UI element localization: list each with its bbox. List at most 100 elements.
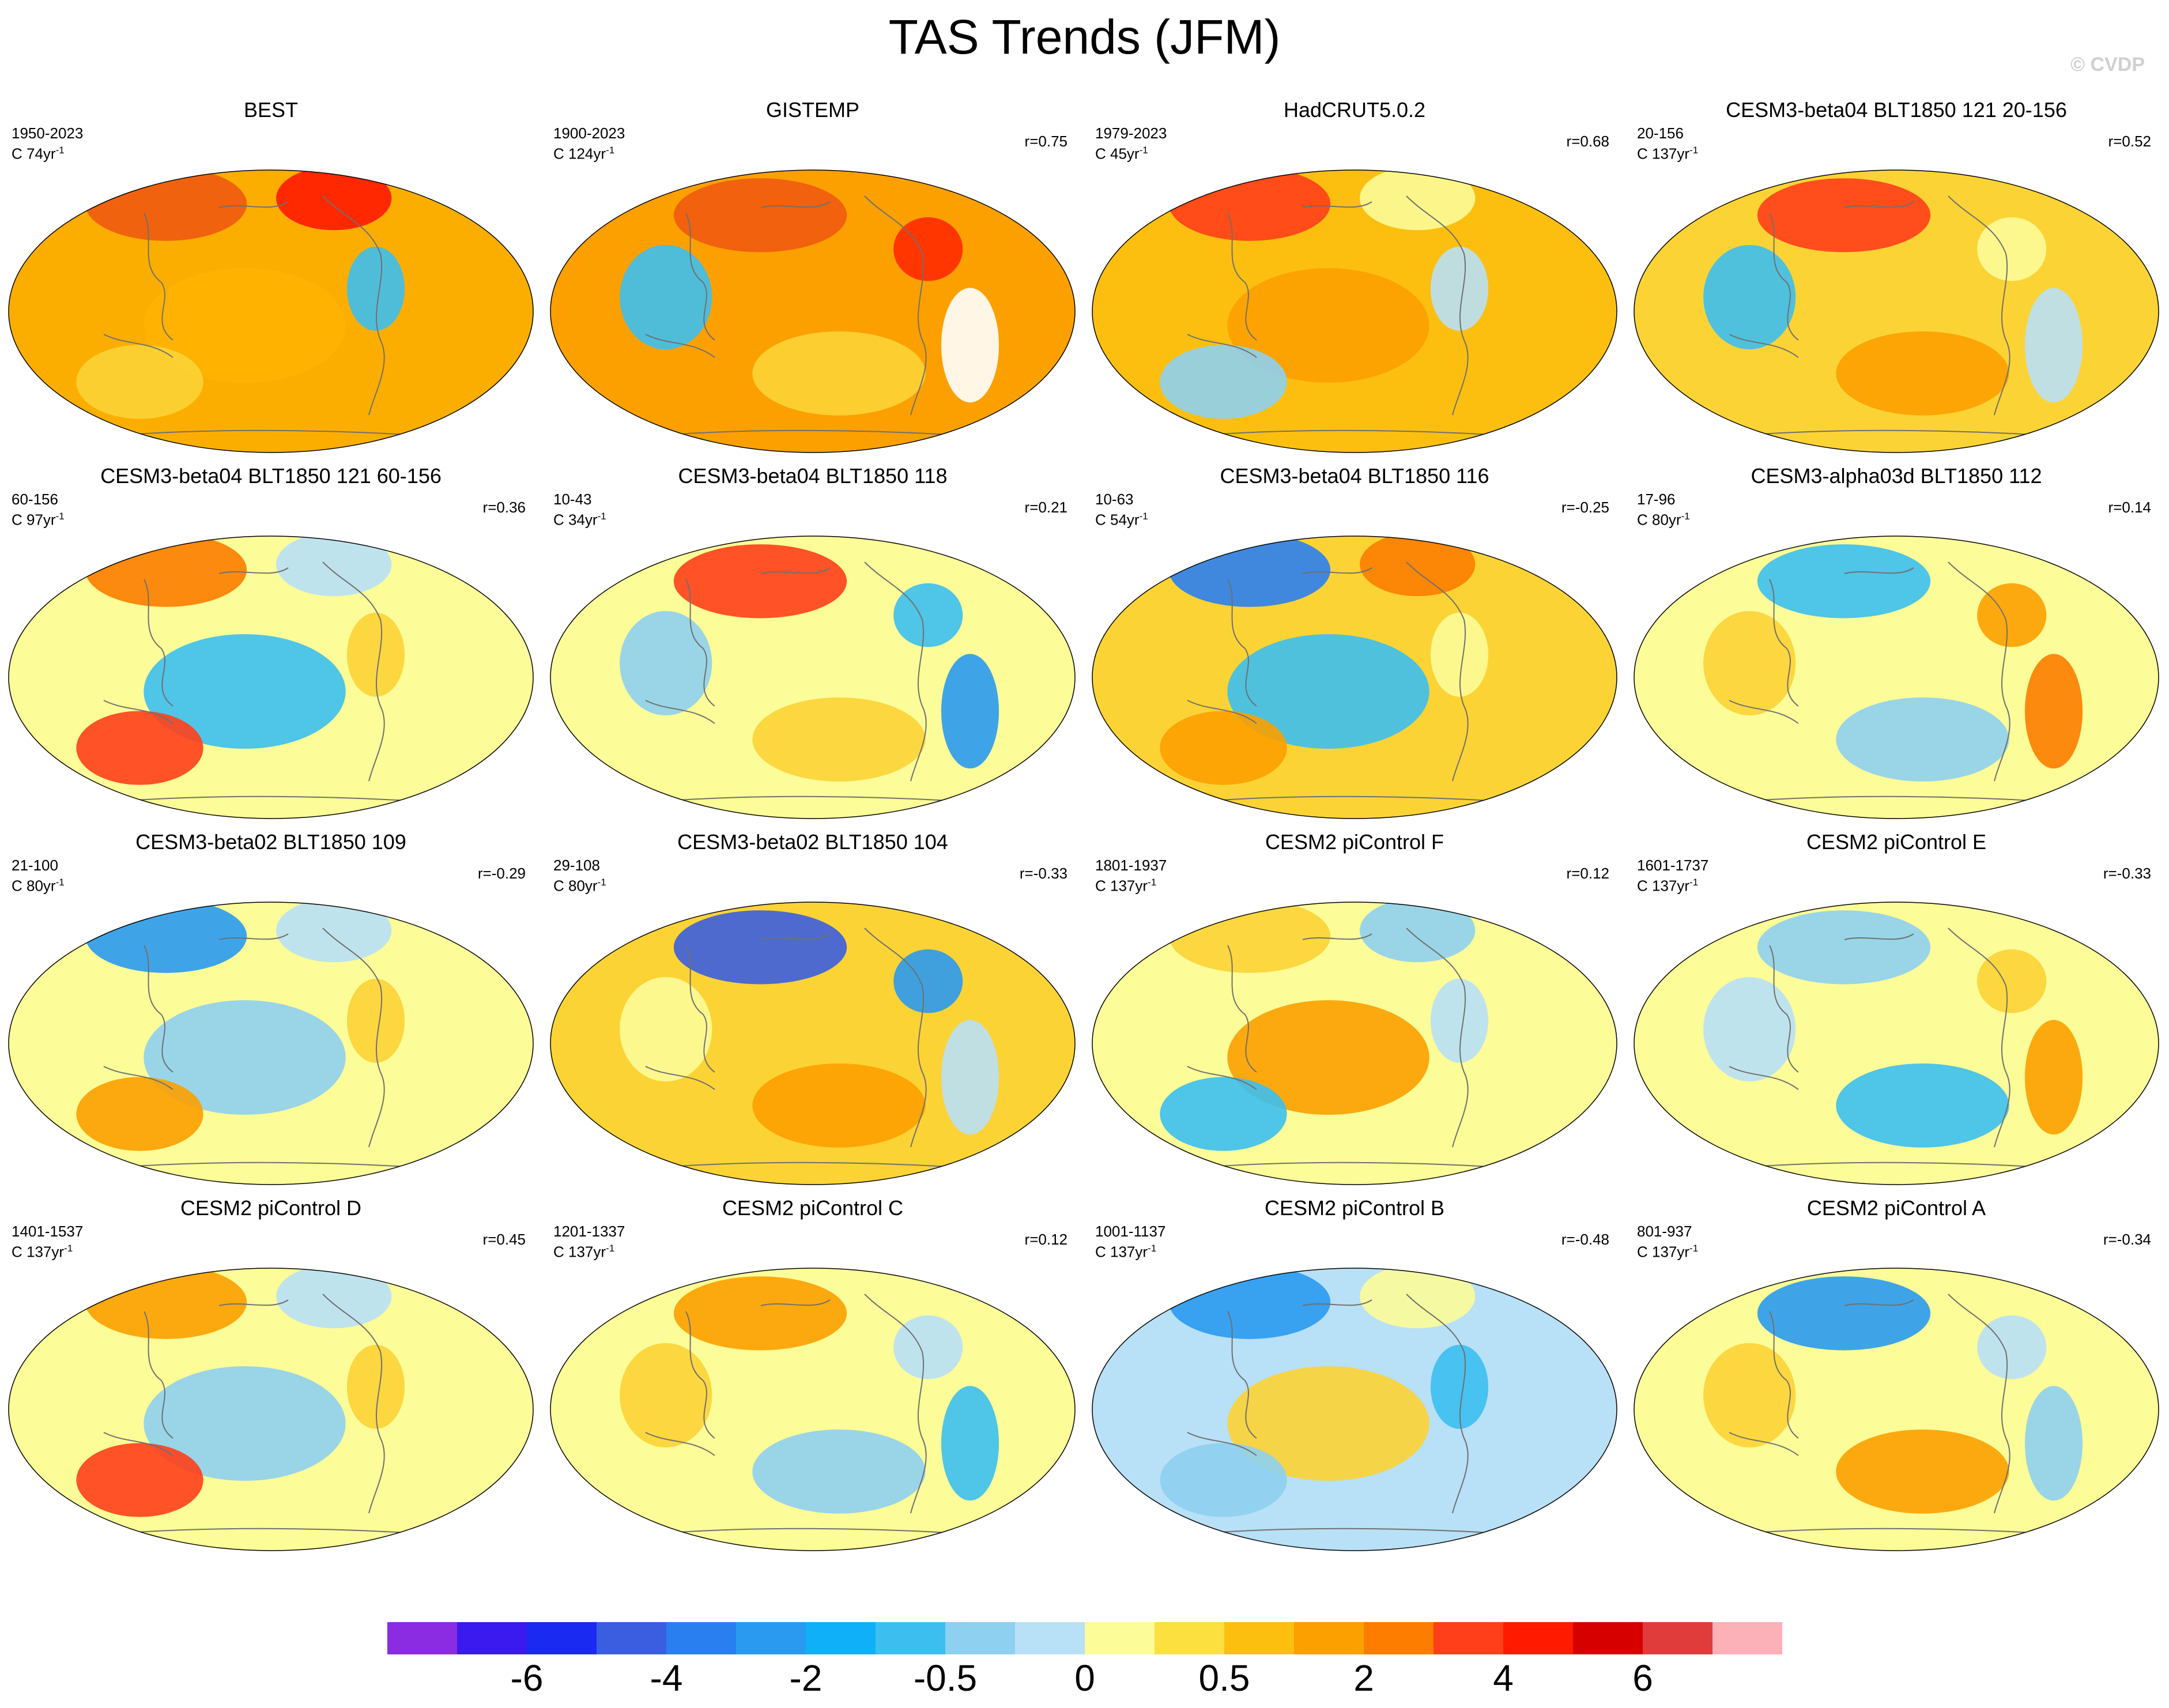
panel-pattern-correlation: r=0.68: [1566, 133, 1609, 150]
coastline: [685, 1311, 715, 1439]
trend-anomaly-region: [1757, 910, 1931, 985]
colorbar-bin: [666, 1622, 737, 1654]
coastline: [103, 1432, 173, 1456]
robinson-map: [1634, 536, 2159, 819]
map-outline: [8, 1268, 534, 1551]
panel-period: 29-108: [553, 857, 600, 874]
trend-anomaly-region: [346, 1344, 405, 1429]
panel-trend-length: C 137yr-1: [1637, 142, 1698, 163]
panel-pattern-correlation: r=0.52: [2108, 133, 2151, 150]
panel-title: CESM3-beta02 BLT1850 109: [135, 830, 406, 854]
colorbar-bin: [736, 1622, 806, 1654]
map-outline: [1092, 169, 1617, 453]
coastline: [144, 1311, 173, 1439]
panel-trend-length-unit: -1: [606, 1243, 615, 1254]
map-outline: [1634, 169, 2159, 453]
trend-anomaly-region: [85, 1268, 247, 1339]
map-panel: CESM2 piControl B 1001-1137 C 137yr-1 r=-0.…: [1084, 1190, 1625, 1557]
trend-anomaly-region: [1430, 1344, 1489, 1429]
panel-trend-length-text: C 137yr: [1095, 877, 1148, 895]
panel-trend-length-text: C 80yr: [553, 877, 598, 895]
colorbar-tick-label: 2: [1353, 1657, 1374, 1699]
coastline: [1769, 945, 1799, 1073]
coastline: [218, 567, 289, 574]
colorbar-tick-label: 6: [1632, 1657, 1653, 1699]
trend-anomaly-region: [1757, 1276, 1931, 1351]
trend-anomaly-region: [1160, 711, 1287, 785]
panel-pattern-correlation: r=-0.34: [2103, 1231, 2151, 1248]
panel-trend-length-unit: -1: [1139, 145, 1148, 156]
panel-title: GISTEMP: [765, 98, 860, 122]
panel-trend-length-unit: -1: [1689, 1243, 1699, 1254]
map-panel: CESM2 piControl F 1801-1937 C 137yr-1 r=0.1…: [1084, 824, 1625, 1191]
panel-title: CESM3-beta04 BLT1850 118: [678, 464, 948, 488]
colorbar-bin: [1294, 1622, 1364, 1654]
coastline: [144, 945, 173, 1073]
coastline: [103, 1066, 173, 1090]
colorbar-bin: [1155, 1622, 1225, 1654]
trend-anomaly-region: [76, 711, 203, 785]
coastline: [1729, 700, 1799, 724]
trend-anomaly-region: [893, 217, 963, 281]
cvdp-watermark: © CVDP: [2070, 54, 2145, 76]
coastline: [645, 700, 715, 724]
trend-anomaly-region: [276, 902, 392, 963]
trend-anomaly-region: [2024, 1386, 2083, 1501]
trend-anomaly-region: [1168, 170, 1331, 241]
robinson-map: [1092, 536, 1617, 819]
panel-period: 10-43: [553, 491, 592, 508]
trend-anomaly-region: [76, 1077, 203, 1151]
trend-anomaly-region: [144, 634, 346, 749]
robinson-map: [8, 169, 534, 453]
panel-pattern-correlation: r=-0.33: [1019, 865, 1067, 882]
coastline: [760, 201, 831, 208]
trend-anomaly-region: [346, 978, 405, 1063]
trend-anomaly-region: [1836, 1063, 2009, 1148]
panel-pattern-correlation: r=0.12: [1024, 1231, 1067, 1248]
colorbar-tick-label: -4: [650, 1657, 683, 1699]
coastline: [144, 213, 173, 341]
trend-anomaly-region: [144, 1000, 346, 1115]
coastline: [1227, 213, 1257, 341]
panel-title: CESM2 piControl B: [1264, 1196, 1445, 1220]
trend-anomaly-region: [673, 1276, 847, 1351]
coastline: [1227, 579, 1257, 707]
panel-trend-length: C 137yr-1: [1095, 874, 1156, 895]
trend-anomaly-region: [620, 610, 712, 716]
panel-trend-length-text: C 45yr: [1095, 145, 1140, 163]
coastline: [322, 561, 385, 782]
map-panel: HadCRUT5.0.2 1979-2023 C 45yr-1 r=0.68: [1084, 92, 1625, 459]
map-panel: CESM3-beta04 BLT1850 121 20-156 20-156 C 1…: [1625, 92, 2167, 459]
map-panel: CESM2 piControl C 1201-1337 C 137yr-1 r=0.1…: [542, 1190, 1084, 1557]
trend-anomaly-region: [2024, 654, 2083, 769]
panel-trend-length: C 54yr-1: [1095, 508, 1148, 529]
coastline: [1948, 195, 2010, 416]
coastline: [1187, 1432, 1257, 1456]
coastline: [864, 561, 927, 782]
coastline: [864, 927, 927, 1148]
panel-period: 17-96: [1637, 491, 1676, 508]
panel-title: CESM2 piControl F: [1265, 830, 1444, 854]
coastline: [1406, 927, 1469, 1148]
panel-trend-length-text: C 80yr: [1637, 511, 1681, 529]
map-outline: [550, 1268, 1076, 1551]
coastline: [1844, 201, 1914, 208]
coastline: [218, 933, 289, 940]
trend-anomaly-region: [144, 1366, 346, 1481]
panel-title: BEST: [243, 98, 299, 122]
coastline: [1187, 334, 1257, 358]
trend-anomaly-region: [1977, 583, 2047, 647]
coastline: [645, 1432, 715, 1456]
trend-anomaly-region: [276, 170, 392, 231]
trend-anomaly-region: [1430, 978, 1489, 1063]
panel-trend-length: C 34yr-1: [553, 508, 606, 529]
map-panel: CESM3-beta04 BLT1850 116 10-63 C 54yr-1 r=-…: [1084, 458, 1625, 825]
map-panel: CESM3-beta02 BLT1850 109 21-100 C 80yr-1 r=…: [0, 824, 542, 1191]
map-outline: [8, 902, 534, 1185]
colorbar-bin: [457, 1622, 527, 1654]
coastline: [1227, 945, 1257, 1073]
trend-anomaly-region: [2024, 288, 2083, 403]
trend-anomaly-region: [276, 536, 392, 597]
coastline: [760, 1299, 831, 1306]
coastline: [1948, 927, 2010, 1148]
